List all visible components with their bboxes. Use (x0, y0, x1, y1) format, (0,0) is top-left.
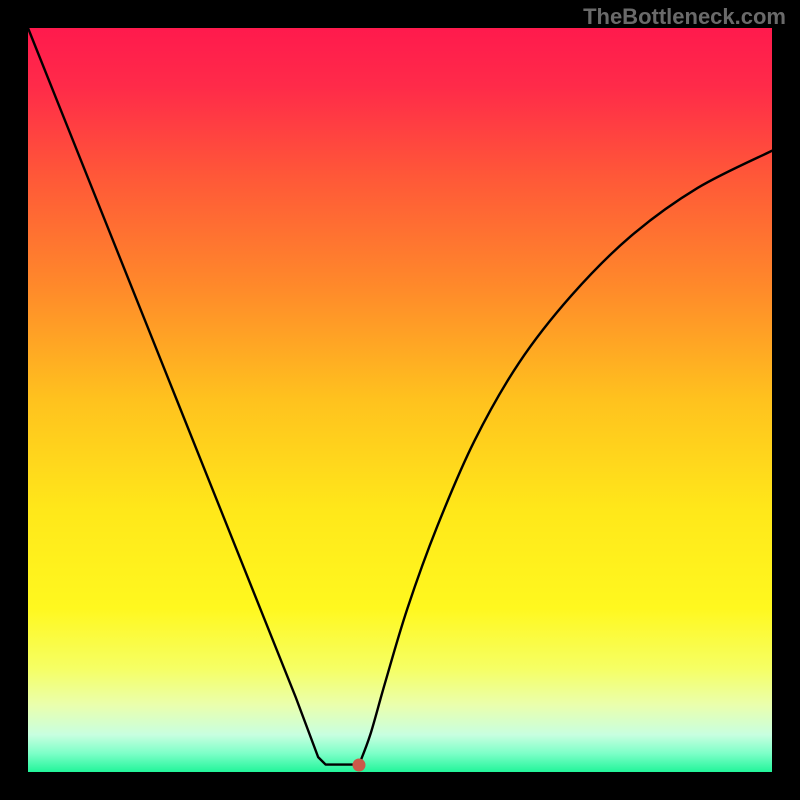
watermark-text: TheBottleneck.com (583, 4, 786, 30)
curve-layer (28, 28, 772, 772)
optimum-marker (353, 758, 366, 771)
plot-area (28, 28, 772, 772)
chart-frame: TheBottleneck.com (0, 0, 800, 800)
bottleneck-curve (28, 28, 772, 765)
